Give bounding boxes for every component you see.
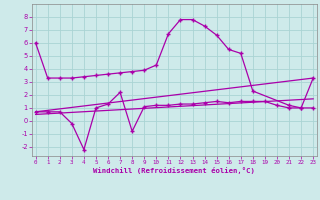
X-axis label: Windchill (Refroidissement éolien,°C): Windchill (Refroidissement éolien,°C) [93, 167, 255, 174]
